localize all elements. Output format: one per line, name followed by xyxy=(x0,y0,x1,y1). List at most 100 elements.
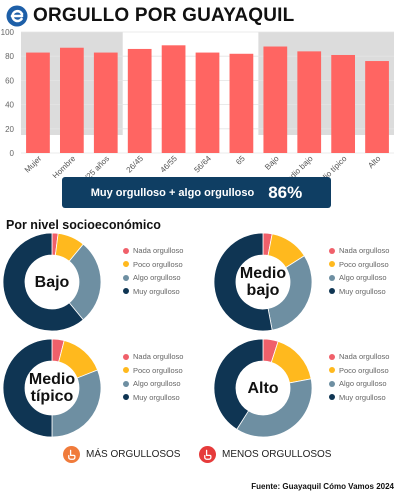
legend-entry: Poco orgulloso xyxy=(123,258,183,272)
bar xyxy=(331,54,356,153)
legend-swatch xyxy=(329,247,335,254)
bar xyxy=(365,61,389,153)
donut-svg xyxy=(213,338,313,438)
bar xyxy=(297,51,322,153)
legend-more-proud: MÁS ORGULLOSOS xyxy=(63,446,180,463)
legend-label: Poco orgulloso xyxy=(133,259,183,269)
bar xyxy=(263,46,288,153)
legend-entry: Poco orgulloso xyxy=(329,364,389,378)
donut-center-label: Medio bajo xyxy=(239,265,287,299)
legend-entry: Muy orgulloso xyxy=(329,391,389,405)
donut-slice xyxy=(213,338,264,430)
legend-swatch xyxy=(123,261,129,268)
donut-slice xyxy=(2,232,84,332)
donut-svg xyxy=(213,232,313,332)
donut-center-label: Alto xyxy=(247,379,279,397)
legend-entry: Algo orgulloso xyxy=(123,271,183,285)
legend-less-proud: MENOS ORGULLOSOS xyxy=(199,446,331,463)
header: ORGULLO POR GUAYAQUIL xyxy=(6,3,294,29)
y-tick-label: 80 xyxy=(5,52,14,61)
y-tick-label: 0 xyxy=(10,149,15,158)
legend-entry: Nada orgulloso xyxy=(123,350,183,364)
donut-svg xyxy=(2,232,102,332)
legend-entry: Algo orgulloso xyxy=(123,377,183,391)
x-tick-label: Hombre xyxy=(51,154,78,178)
legend-swatch xyxy=(329,274,335,281)
legend-entry: Nada orgulloso xyxy=(123,244,183,258)
source-note: Fuente: Guayaquil Cómo Vamos 2024 xyxy=(251,482,394,491)
donut-chart: Medio bajo xyxy=(213,232,313,332)
donut-svg xyxy=(2,338,102,438)
donut-slice xyxy=(236,378,313,438)
legend-entry: Poco orgulloso xyxy=(123,364,183,378)
legend-swatch xyxy=(123,394,129,401)
legend-label: Muy orgulloso xyxy=(339,286,386,296)
summary-banner: Muy orgulloso + algo orgulloso 86% xyxy=(62,177,331,208)
legend-entry: Muy orgulloso xyxy=(123,285,183,299)
x-tick-label: Alto xyxy=(366,154,383,171)
legend-swatch xyxy=(329,380,335,387)
donut-chart: Medio típico xyxy=(2,338,102,438)
bar xyxy=(229,53,254,153)
donut-legend: Nada orgulloso Poco orgulloso Algo orgullo… xyxy=(123,244,183,298)
bar xyxy=(26,52,50,153)
legend-swatch xyxy=(329,261,335,268)
y-tick-label: 60 xyxy=(5,76,14,85)
legend-swatch xyxy=(329,367,335,374)
legend-entry: Algo orgulloso xyxy=(329,271,389,285)
legend-label: Nada orgulloso xyxy=(339,246,390,256)
x-tick-label: 18/25 años xyxy=(77,154,111,178)
donut-legend: Nada orgulloso Poco orgulloso Algo orgullo… xyxy=(329,350,389,404)
legend-entry: Poco orgulloso xyxy=(329,258,389,272)
legend-entry: Muy orgulloso xyxy=(329,285,389,299)
legend-more-proud-label: MÁS ORGULLOSOS xyxy=(86,449,181,460)
page-title: ORGULLO POR GUAYAQUIL xyxy=(33,5,295,26)
legend-swatch xyxy=(329,394,335,401)
y-tick-label: 100 xyxy=(1,28,15,37)
x-tick-label: Medio bajo xyxy=(281,154,315,178)
legend-label: Nada orgulloso xyxy=(133,352,184,362)
donut-slice xyxy=(213,232,273,332)
x-tick-label: 46/55 xyxy=(158,154,179,175)
legend-label: Algo orgulloso xyxy=(339,273,387,283)
x-tick-label: Mujer xyxy=(23,154,44,175)
donut-chart: Bajo xyxy=(2,232,102,332)
legend-label: Algo orgulloso xyxy=(133,379,181,389)
donut-legend: Nada orgulloso Poco orgulloso Algo orgullo… xyxy=(123,350,183,404)
bar-chart: 0 20 40 60 80 100 Mujer Hombre 18/25 años 26/45 46… xyxy=(1,28,394,178)
legend-swatch xyxy=(123,274,129,281)
legend-label: Nada orgulloso xyxy=(133,246,184,256)
donut-center-label: Bajo xyxy=(34,273,70,291)
section-subtitle: Por nivel socioeconómico xyxy=(6,218,161,232)
legend-swatch xyxy=(123,288,129,295)
bar xyxy=(59,47,84,154)
legend-swatch xyxy=(123,353,129,360)
legend-label: Poco orgulloso xyxy=(133,365,183,375)
donut-center-label: Medio típico xyxy=(28,371,76,405)
legend-label: Poco orgulloso xyxy=(339,259,389,269)
pointing-hand-icon xyxy=(199,446,216,463)
bottom-legend: MÁS ORGULLOSOS MENOS ORGULLOSOS xyxy=(0,446,400,466)
bar xyxy=(161,45,186,153)
legend-label: Poco orgulloso xyxy=(339,365,389,375)
donut-chart: Alto xyxy=(213,338,313,438)
legend-entry: Algo orgulloso xyxy=(329,377,389,391)
bar xyxy=(127,48,152,153)
x-tick-label: Bajo xyxy=(263,154,281,172)
legend-swatch xyxy=(123,247,129,254)
summary-value: 86% xyxy=(268,182,303,202)
x-tick-label: 26/45 xyxy=(125,154,146,175)
x-tick-label: 65 xyxy=(234,154,247,167)
legend-less-proud-label: MENOS ORGULLOSOS xyxy=(222,449,332,460)
legend-label: Muy orgulloso xyxy=(133,286,180,296)
x-tick-label: Medio típico xyxy=(312,154,349,178)
legend-swatch xyxy=(329,288,335,295)
legend-label: Muy orgulloso xyxy=(339,392,386,402)
legend-entry: Muy orgulloso xyxy=(123,391,183,405)
legend-swatch xyxy=(123,380,129,387)
guayaquil-como-vamos-logo-icon xyxy=(6,5,28,27)
legend-entry: Nada orgulloso xyxy=(329,244,389,258)
x-tick-label: 56/64 xyxy=(192,154,213,175)
summary-label: Muy orgulloso + algo orgulloso xyxy=(90,186,255,199)
legend-entry: Nada orgulloso xyxy=(329,350,389,364)
